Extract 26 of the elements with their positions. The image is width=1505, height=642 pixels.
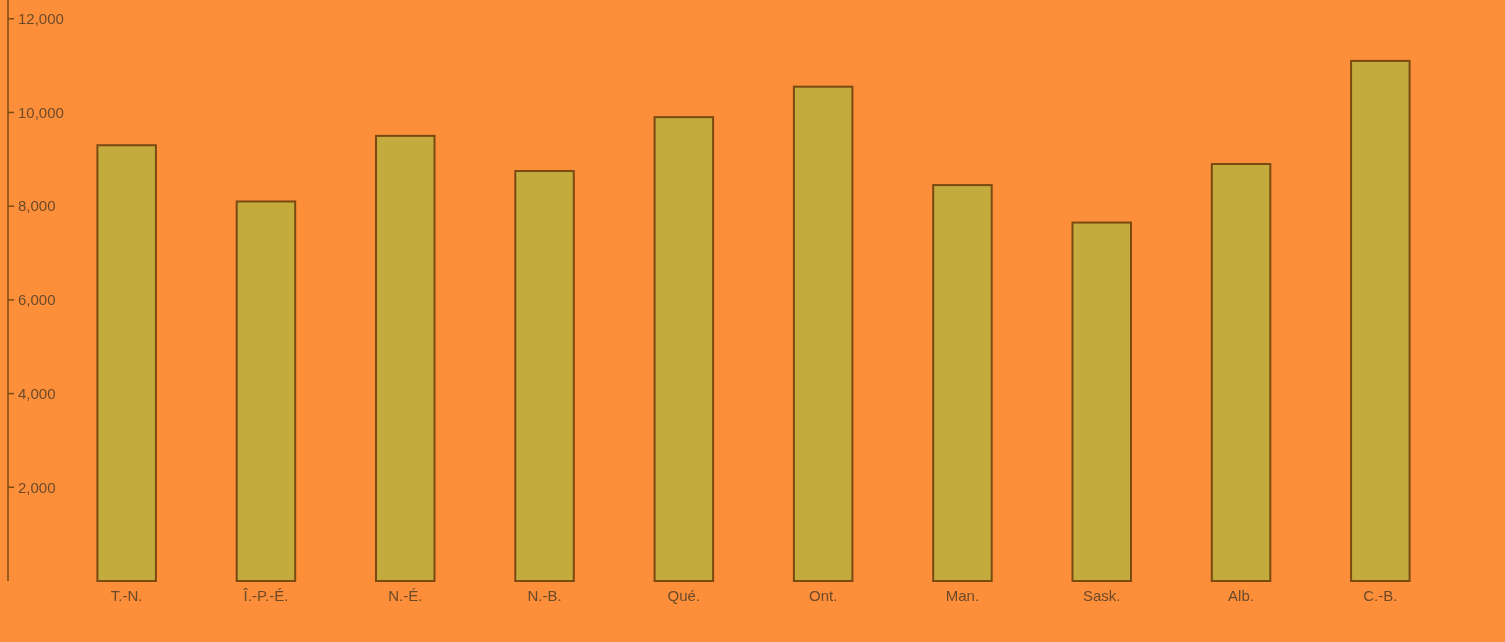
y-tick-label: 12,000 <box>18 9 64 27</box>
x-tick-label: C.-B. <box>1363 587 1398 604</box>
x-tick-label: Qué. <box>667 587 701 604</box>
x-tick-label: Alb. <box>1228 587 1254 604</box>
x-tick-label: Î.-P.-É. <box>242 587 289 604</box>
y-tick-label: 8,000 <box>18 197 56 215</box>
bar <box>653 116 715 582</box>
bar <box>1210 162 1272 582</box>
bar <box>1071 221 1133 582</box>
y-tick-label: 4,000 <box>18 384 56 402</box>
y-tick-label: 2,000 <box>18 478 56 496</box>
x-tick-label: T.-N. <box>110 587 143 604</box>
bar <box>792 85 854 582</box>
bar <box>375 134 436 582</box>
x-tick-label: N.-B. <box>527 587 562 604</box>
bar <box>932 184 993 582</box>
x-tick-label: Sask. <box>1082 587 1121 604</box>
bar <box>514 170 575 582</box>
bar <box>96 144 157 582</box>
y-tick-label: 10,000 <box>18 103 64 121</box>
x-tick-label: Man. <box>945 587 980 604</box>
bar <box>1350 59 1411 582</box>
x-tick-label: N.-É. <box>388 587 423 604</box>
bar <box>235 200 297 582</box>
x-tick-label: Ont. <box>808 587 838 604</box>
y-tick-label: 6,000 <box>18 291 56 309</box>
